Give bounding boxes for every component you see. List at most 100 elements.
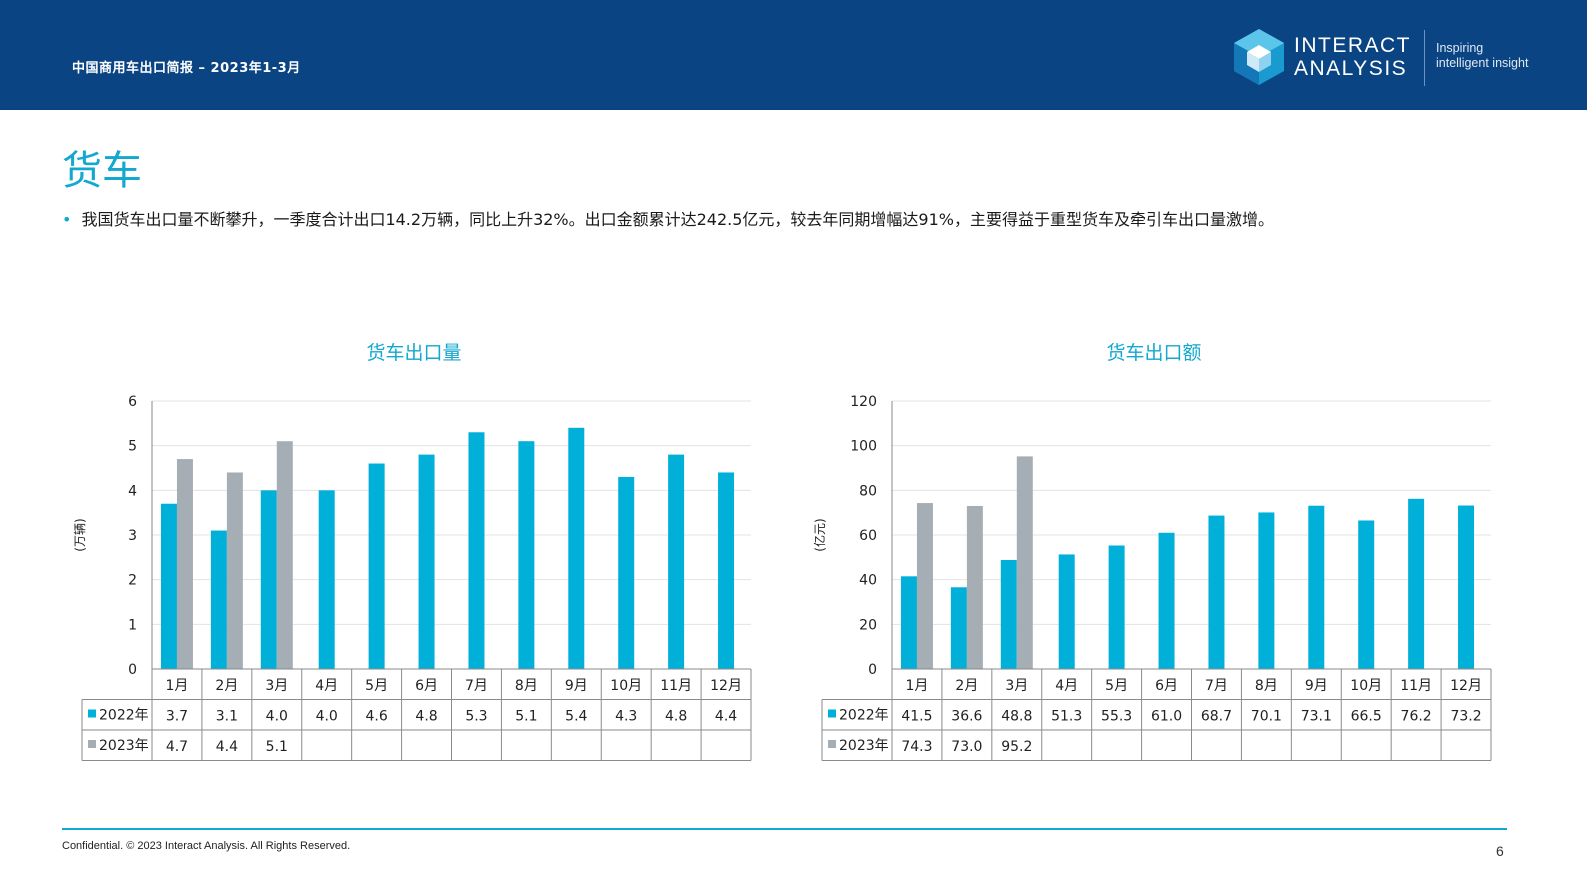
table-value: 41.5	[901, 709, 932, 725]
y-axis-label: (亿元)	[812, 518, 827, 551]
bar-2022	[210, 530, 227, 669]
chart-title: 货车出口额	[1106, 342, 1201, 364]
x-tick-label: 11月	[1400, 678, 1432, 694]
bar-2022	[418, 454, 435, 669]
page-heading: 货车	[62, 148, 142, 194]
y-tick-label: 0	[128, 662, 137, 678]
y-tick-label: 80	[859, 483, 877, 499]
table-value: 5.1	[515, 709, 537, 725]
x-tick-label: 6月	[1155, 678, 1178, 694]
x-tick-label: 2月	[215, 678, 238, 694]
table-value: 66.5	[1351, 709, 1382, 725]
table-value: 55.3	[1101, 709, 1132, 725]
x-tick-label: 3月	[265, 678, 288, 694]
y-tick-label: 120	[850, 394, 877, 410]
table-value: 74.3	[901, 739, 932, 755]
x-tick-label: 10月	[610, 678, 642, 694]
table-value: 73.2	[1450, 709, 1481, 725]
table-value: 5.4	[565, 709, 587, 725]
table-value: 3.1	[216, 709, 238, 725]
legend-swatch	[828, 740, 836, 748]
x-tick-label: 9月	[1305, 678, 1328, 694]
bar-2022	[160, 503, 177, 669]
bar-2022	[668, 454, 685, 669]
chart-export-value: 货车出口额 (亿元) 0 20 40 60 80 100 120 1月 41.5 74.3 2月 36.6…	[808, 330, 1508, 780]
y-tick-label: 40	[859, 573, 877, 589]
x-tick-label: 12月	[710, 678, 742, 694]
logo-divider	[1424, 30, 1425, 86]
y-tick-label: 2	[128, 573, 137, 589]
bar-2022	[1358, 520, 1375, 669]
table-value: 95.2	[1001, 739, 1032, 755]
table-value: 5.3	[465, 709, 487, 725]
tagline-line-1: Inspiring	[1436, 41, 1484, 55]
table-value: 76.2	[1401, 709, 1432, 725]
bar-2022	[368, 463, 385, 669]
bar-2022	[318, 490, 335, 669]
chart-export-volume-svg: 货车出口量 (万辆) 0 1 2 3 4 5 6 1月 3.7 4.7 2月 3.1 4.4 3月 4.0 5.1…	[73, 342, 752, 761]
report-title: 中国商用车出口简报 – 2023年1-3月	[72, 61, 301, 76]
y-tick-label: 0	[868, 662, 877, 678]
x-tick-label: 3月	[1005, 678, 1028, 694]
y-tick-label: 5	[128, 439, 137, 455]
bar-2022	[518, 441, 535, 669]
bar-2023	[176, 459, 193, 669]
bar-2022	[1000, 560, 1017, 669]
bar-2022	[568, 427, 585, 669]
table-value: 4.7	[166, 739, 188, 755]
page-number: 6	[1496, 843, 1504, 859]
legend-label: 2022年	[99, 708, 149, 724]
bar-2022	[950, 587, 967, 669]
table-value: 73.1	[1301, 709, 1332, 725]
interact-analysis-logo: INTERACT ANALYSIS Inspiring intelligent …	[1232, 28, 1532, 88]
table-value: 61.0	[1151, 709, 1182, 725]
summary-bullet: • 我国货车出口量不断攀升，一季度合计出口14.2万辆，同比上升32%。出口金额累…	[62, 206, 1274, 230]
chart-title: 货车出口量	[366, 342, 461, 364]
table-value: 4.8	[415, 709, 437, 725]
bar-2022	[900, 576, 917, 669]
table-value: 4.3	[615, 709, 637, 725]
footer-confidential: Confidential. © 2023 Interact Analysis. …	[62, 840, 351, 852]
table-value: 36.6	[951, 709, 982, 725]
bar-2022	[1208, 515, 1225, 669]
table-value: 51.3	[1051, 709, 1082, 725]
x-tick-label: 4月	[315, 678, 338, 694]
bar-2023	[916, 503, 933, 669]
table-value: 68.7	[1201, 709, 1232, 725]
logo-line-2: ANALYSIS	[1294, 57, 1408, 80]
bar-2022	[1258, 512, 1275, 669]
x-tick-label: 8月	[1255, 678, 1278, 694]
table-value: 5.1	[266, 739, 288, 755]
x-tick-label: 1月	[905, 678, 928, 694]
y-tick-label: 1	[128, 617, 137, 633]
bar-2022	[618, 476, 635, 669]
logo-line-1: INTERACT	[1294, 34, 1411, 57]
x-tick-label: 7月	[465, 678, 488, 694]
table-value: 4.4	[715, 709, 737, 725]
x-tick-label: 5月	[1105, 678, 1128, 694]
y-axis-label: (万辆)	[73, 518, 87, 551]
table-value: 4.0	[316, 709, 338, 725]
bar-2022	[260, 490, 277, 669]
legend-label: 2022年	[839, 708, 889, 724]
bar-2022	[1058, 554, 1075, 669]
y-tick-label: 60	[859, 528, 877, 544]
x-tick-label: 5月	[365, 678, 388, 694]
x-tick-label: 10月	[1350, 678, 1382, 694]
x-tick-label: 2月	[955, 678, 978, 694]
y-tick-label: 20	[859, 617, 877, 633]
bar-2023	[966, 505, 983, 669]
bar-2022	[1308, 505, 1325, 669]
chart-export-volume: 货车出口量 (万辆) 0 1 2 3 4 5 6 1月 3.7 4.7 2月 3.1 4.4 3月 4.0 5.1…	[68, 330, 768, 780]
chart-export-value-svg: 货车出口额 (亿元) 0 20 40 60 80 100 120 1月 41.5 74.3 2月 36.6…	[812, 342, 1492, 761]
footer-divider	[62, 828, 1507, 830]
table-value: 4.4	[216, 739, 238, 755]
cube-logo-icon	[1234, 29, 1284, 85]
x-tick-label: 1月	[165, 678, 188, 694]
bar-2022	[468, 432, 485, 669]
x-tick-label: 6月	[415, 678, 438, 694]
table-value: 4.8	[665, 709, 687, 725]
bar-2022	[1408, 498, 1425, 669]
bullet-dot-icon: •	[62, 210, 72, 229]
y-tick-label: 4	[128, 483, 137, 499]
